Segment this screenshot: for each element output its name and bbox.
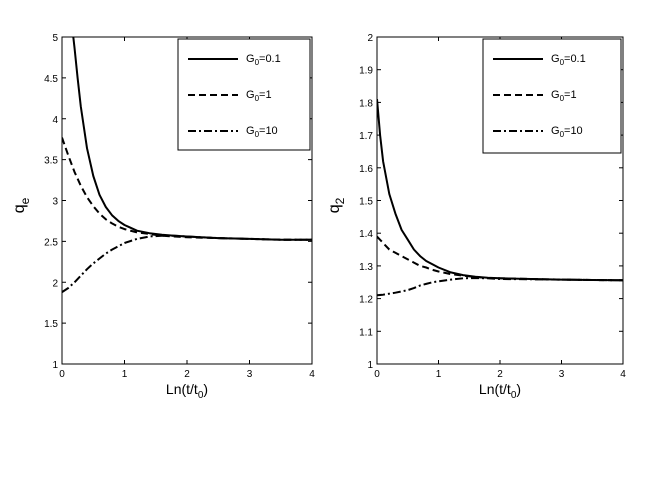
legend-label: G0=0.1 xyxy=(551,53,586,67)
x-tick-label: 3 xyxy=(247,369,253,380)
legend-label: G0=1 xyxy=(551,89,577,103)
x-axis-label-main: Ln(t/t xyxy=(166,381,198,397)
y-tick-label: 1.5 xyxy=(359,197,373,208)
chart-panel-1: 0 1 2 3 411.522.533.544.55Ln(t/t0)qeG0=0.1G0… xyxy=(11,33,315,401)
y-tick-label: 1.8 xyxy=(359,98,373,109)
y-tick-label: 1.4 xyxy=(359,229,373,240)
legend-label: G0=1 xyxy=(246,89,272,103)
legend: G0=0.1G0=1G0=10 xyxy=(482,38,622,154)
y-tick-label: 1.2 xyxy=(359,295,373,306)
y-tick-label: 1.3 xyxy=(359,262,373,273)
legend-label-sub: 0 xyxy=(255,94,260,103)
legend-label-sub: 0 xyxy=(255,130,260,139)
legend-label-tail: =0.1 xyxy=(564,53,586,65)
legend-label-main: G xyxy=(246,53,255,65)
series-line-10 xyxy=(377,277,623,297)
series-line-10 xyxy=(62,234,312,293)
legend-label-main: G xyxy=(246,125,255,137)
legend-label-sub: 0 xyxy=(255,58,260,67)
x-tick-label: 3 xyxy=(559,369,565,380)
y-tick-label: 3.5 xyxy=(44,156,58,167)
y-axis-label: qe xyxy=(11,197,32,213)
x-tick-label: 2 xyxy=(497,369,503,380)
legend-label-tail: =0.1 xyxy=(259,53,281,65)
y-tick-label: 1.9 xyxy=(359,66,373,77)
y-axis-label-main: q xyxy=(326,204,343,213)
x-tick-label: 4 xyxy=(620,369,626,380)
legend-label-tail: =10 xyxy=(564,125,583,137)
series-line-1 xyxy=(62,137,312,241)
x-tick-label: 4 xyxy=(309,369,315,380)
legend-label-main: G xyxy=(246,89,255,101)
x-axis-label-main: Ln(t/t xyxy=(479,381,511,397)
y-tick-label: 2.5 xyxy=(44,237,58,248)
series-line-1 xyxy=(377,235,623,282)
y-axis-label-sub: e xyxy=(18,197,32,204)
legend: G0=0.1G0=1G0=10 xyxy=(177,38,311,151)
y-tick-label: 2 xyxy=(367,33,373,44)
x-tick-label: 1 xyxy=(122,369,128,380)
y-tick-label: 1 xyxy=(367,360,373,371)
legend-label-main: G xyxy=(551,89,560,101)
x-axis-label: Ln(t/t0) xyxy=(479,381,521,401)
y-axis-label-main: q xyxy=(11,204,28,213)
y-tick-label: 1.6 xyxy=(359,164,373,175)
x-axis-label-tail: ) xyxy=(203,381,208,397)
legend-label: G0=0.1 xyxy=(246,53,281,67)
y-axis-label-sub: 2 xyxy=(333,197,347,204)
y-tick-label: 1.7 xyxy=(359,131,373,142)
legend-label: G0=10 xyxy=(551,125,583,139)
x-tick-label: 1 xyxy=(436,369,442,380)
legend-label-main: G xyxy=(551,125,560,137)
legend-label-main: G xyxy=(551,53,560,65)
x-axis-label-tail: ) xyxy=(516,381,521,397)
x-axis-label-sub: 0 xyxy=(198,390,204,401)
legend-label-sub: 0 xyxy=(560,58,565,67)
series-group xyxy=(377,99,623,297)
legend-label-tail: =1 xyxy=(564,89,577,101)
y-tick-label: 5 xyxy=(52,33,58,44)
legend-label-tail: =1 xyxy=(259,89,272,101)
chart-panel-2: 0 1 2 3 411.11.21.31.41.51.61.71.81.92Ln(t/t… xyxy=(326,33,626,401)
y-tick-label: 2 xyxy=(52,278,58,289)
x-axis-label-sub: 0 xyxy=(511,390,517,401)
x-tick-label: 0 xyxy=(374,369,380,380)
legend-label-sub: 0 xyxy=(560,94,565,103)
legend-frame xyxy=(177,38,311,151)
y-tick-label: 1 xyxy=(52,360,58,371)
y-tick-label: 1.5 xyxy=(44,319,58,330)
legend-label: G0=10 xyxy=(246,125,278,139)
y-tick-label: 4 xyxy=(52,115,58,126)
y-tick-label: 3 xyxy=(52,197,58,208)
legend-label-tail: =10 xyxy=(259,125,278,137)
y-tick-label: 1.1 xyxy=(359,327,373,338)
y-tick-label: 4.5 xyxy=(44,74,58,85)
legend-label-sub: 0 xyxy=(560,130,565,139)
y-axis-label: q2 xyxy=(326,197,347,213)
x-tick-label: 0 xyxy=(59,369,65,380)
x-axis-label: Ln(t/t0) xyxy=(166,381,208,401)
x-tick-label: 2 xyxy=(184,369,190,380)
series-group xyxy=(62,37,312,293)
